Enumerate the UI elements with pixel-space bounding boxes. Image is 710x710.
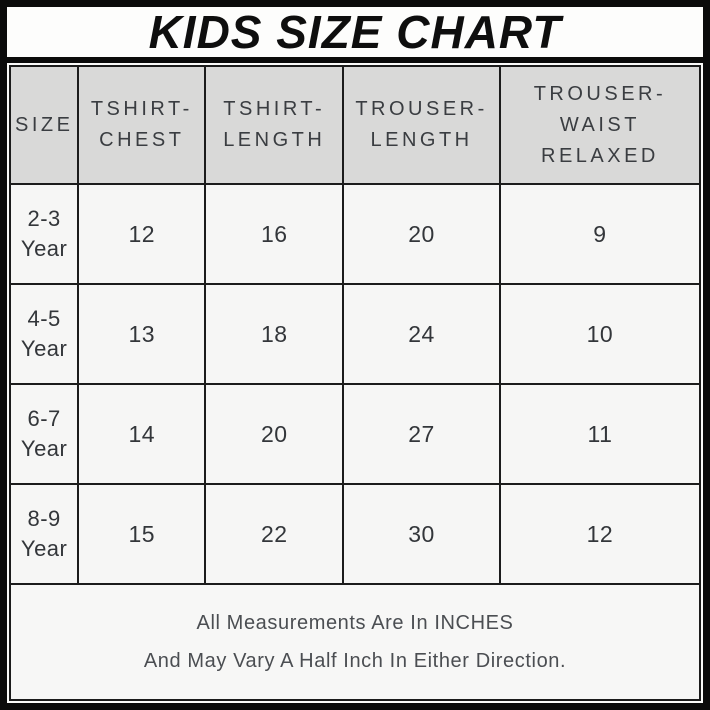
table-cell: 18	[204, 283, 345, 385]
table-cell: 24	[342, 283, 501, 385]
size-label-cell: 8-9 Year	[8, 483, 80, 585]
table-cell: 30	[342, 483, 501, 585]
table-row-6-7-year: 6-7 Year 14 20 27 11	[8, 383, 702, 485]
column-header-tshirt-length: TSHIRT- LENGTH	[204, 65, 345, 185]
table-cell: 11	[498, 383, 702, 485]
table-cell: 20	[342, 183, 501, 285]
table-row-2-3-year: 2-3 Year 12 16 20 9	[8, 183, 702, 285]
column-header-size: SIZE	[8, 65, 80, 185]
table-cell: 16	[204, 183, 345, 285]
table-row-8-9-year: 8-9 Year 15 22 30 12	[8, 483, 702, 585]
table-cell: 14	[77, 383, 207, 485]
column-header-trouser-waist-relaxed: TROUSER- WAIST RELAXED	[498, 65, 702, 185]
size-label-cell: 6-7 Year	[8, 383, 80, 485]
page-title: KIDS SIZE CHART	[148, 6, 562, 58]
table-row-4-5-year: 4-5 Year 13 18 24 10	[8, 283, 702, 385]
kids-size-table: SIZE TSHIRT- CHEST TSHIRT- LENGTH TROUSE…	[8, 65, 702, 701]
table-cell: 10	[498, 283, 702, 385]
size-label-cell: 2-3 Year	[8, 183, 80, 285]
column-header-tshirt-chest: TSHIRT- CHEST	[77, 65, 207, 185]
table-cell: 9	[498, 183, 702, 285]
size-label-cell: 4-5 Year	[8, 283, 80, 385]
table-cell: 22	[204, 483, 345, 585]
measurement-note-line1: All Measurements Are In INCHES	[196, 612, 514, 634]
table-cell: 15	[77, 483, 207, 585]
title-bar: KIDS SIZE CHART	[7, 7, 703, 63]
footer-row: All Measurements Are In INCHES And May V…	[9, 583, 701, 701]
table-cell: 12	[498, 483, 702, 585]
measurement-note-line2: And May Vary A Half Inch In Either Direc…	[143, 650, 567, 672]
table-cell: 13	[77, 283, 207, 385]
table-cell: 27	[342, 383, 501, 485]
table-header-row: SIZE TSHIRT- CHEST TSHIRT- LENGTH TROUSE…	[8, 65, 702, 185]
table-cell: 12	[77, 183, 207, 285]
column-header-trouser-length: TROUSER- LENGTH	[342, 65, 501, 185]
measurement-note: All Measurements Are In INCHES And May V…	[9, 583, 701, 701]
table-cell: 20	[204, 383, 345, 485]
table-container: SIZE TSHIRT- CHEST TSHIRT- LENGTH TROUSE…	[7, 63, 703, 703]
